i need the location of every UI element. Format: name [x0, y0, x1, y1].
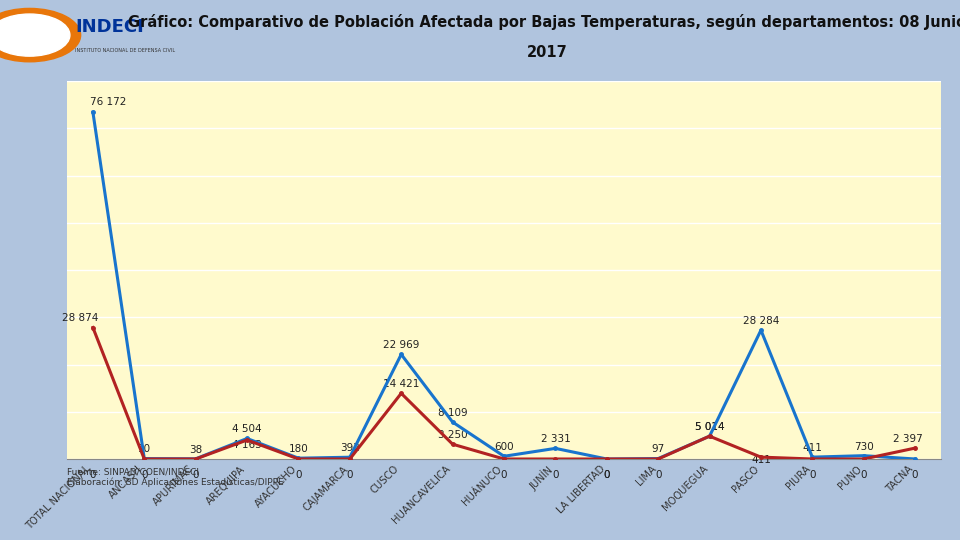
Text: 600: 600 — [494, 442, 514, 452]
Text: 0: 0 — [604, 470, 610, 481]
Text: 2017: 2017 — [527, 45, 567, 60]
Text: 411: 411 — [803, 443, 823, 453]
Text: 730: 730 — [853, 442, 874, 451]
Text: 0: 0 — [89, 470, 96, 481]
Text: 0: 0 — [809, 470, 816, 481]
Text: 4 163: 4 163 — [232, 440, 262, 450]
Text: 5 014: 5 014 — [695, 422, 725, 432]
Circle shape — [0, 9, 81, 62]
Text: 0: 0 — [141, 470, 148, 481]
Text: 0: 0 — [655, 470, 661, 481]
Text: INDECI: INDECI — [75, 18, 144, 36]
Text: 97: 97 — [652, 444, 664, 455]
Text: Gráfico: Comparativo de Población Afectada por Bajas Temperaturas, según departa: Gráfico: Comparativo de Población Afecta… — [128, 15, 960, 30]
Text: 0: 0 — [912, 470, 919, 481]
Text: 90: 90 — [137, 444, 151, 455]
Text: 2 331: 2 331 — [540, 434, 570, 444]
Text: INSTITUTO NACIONAL DE DEFENSA CIVIL: INSTITUTO NACIONAL DE DEFENSA CIVIL — [75, 48, 176, 53]
Text: 22 969: 22 969 — [383, 340, 420, 350]
Text: 38: 38 — [189, 445, 203, 455]
Text: 180: 180 — [289, 444, 308, 454]
Text: 76 172: 76 172 — [90, 97, 127, 106]
Circle shape — [0, 14, 70, 56]
Text: 4 504: 4 504 — [232, 424, 262, 434]
Text: 0: 0 — [192, 470, 199, 481]
Text: 14 421: 14 421 — [383, 379, 420, 389]
Text: 0: 0 — [552, 470, 559, 481]
Text: 0: 0 — [347, 470, 353, 481]
Text: 0: 0 — [860, 470, 867, 481]
Text: 0: 0 — [604, 470, 610, 481]
Text: 28 874: 28 874 — [61, 313, 98, 323]
Text: 392: 392 — [340, 443, 360, 453]
Text: Fuente: SINPAD/COEN/INDECI
Elaboración: SD Aplicaciones Estadísticas/DIPPE: Fuente: SINPAD/COEN/INDECI Elaboración: … — [67, 467, 284, 487]
Text: 2 397: 2 397 — [893, 434, 923, 444]
Text: 0: 0 — [501, 470, 507, 481]
Text: 411: 411 — [751, 455, 771, 465]
Text: 5 014: 5 014 — [695, 422, 725, 432]
Text: 8 109: 8 109 — [438, 408, 468, 418]
Text: 3 250: 3 250 — [438, 430, 468, 440]
Text: 0: 0 — [295, 470, 301, 481]
Text: 28 284: 28 284 — [743, 316, 780, 326]
